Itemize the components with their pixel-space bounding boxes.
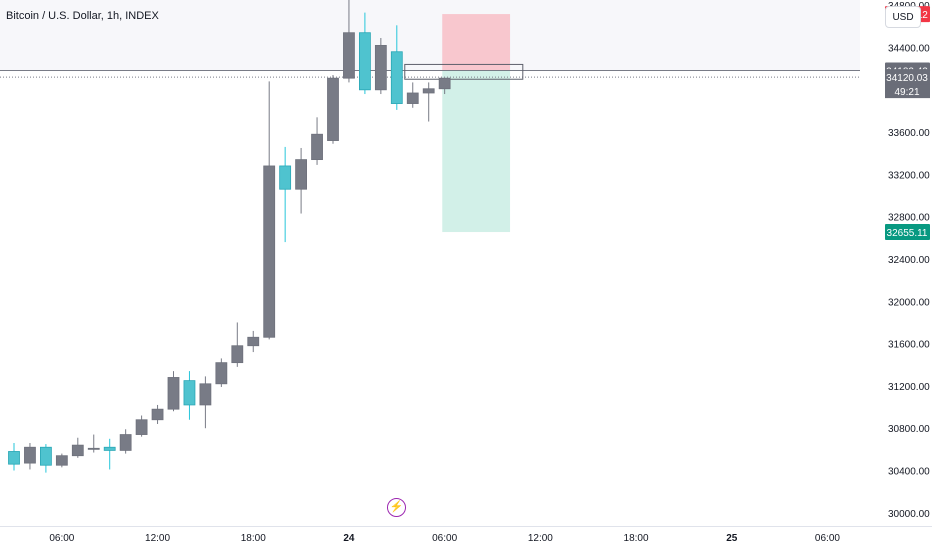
rectangle-drawing xyxy=(404,63,524,80)
currency-button[interactable]: USD xyxy=(885,6,921,28)
candle-body xyxy=(135,419,148,435)
candle-body xyxy=(215,362,228,385)
stop-loss-zone xyxy=(442,14,511,71)
candle xyxy=(103,438,116,470)
x-tick-label: 12:00 xyxy=(528,533,553,544)
candle xyxy=(311,117,323,165)
y-tick-label: 31600.00 xyxy=(888,340,930,351)
candle xyxy=(167,371,180,412)
candle xyxy=(422,82,435,122)
candle-body xyxy=(231,345,244,364)
candle-body xyxy=(55,455,68,466)
y-tick-label: 32000.00 xyxy=(888,297,930,308)
y-tick-label: 30000.00 xyxy=(888,509,930,520)
x-tick-label: 24 xyxy=(343,533,355,544)
candle xyxy=(231,322,244,367)
candle-body xyxy=(327,77,339,141)
candle xyxy=(183,371,196,420)
candle-body xyxy=(374,44,387,91)
candle-body xyxy=(390,51,403,104)
candle xyxy=(406,82,419,108)
candle-body xyxy=(311,133,323,161)
candle xyxy=(119,429,132,454)
x-tick-label: 06:00 xyxy=(49,533,74,544)
candle xyxy=(87,434,100,453)
price-marker xyxy=(885,224,930,241)
candle xyxy=(55,453,68,468)
lightning-icon[interactable]: ⚡ xyxy=(387,498,406,517)
candle-body xyxy=(422,88,435,94)
candle-body xyxy=(167,377,180,410)
y-tick-label: 34400.00 xyxy=(888,44,930,55)
candle-body xyxy=(406,92,419,104)
candle-body xyxy=(438,77,451,90)
candle xyxy=(343,0,355,83)
take-profit-zone xyxy=(442,70,511,233)
x-tick-label: 18:00 xyxy=(624,533,649,544)
candle xyxy=(199,376,212,429)
candle-body xyxy=(263,165,276,338)
candle xyxy=(295,147,308,214)
candle-body xyxy=(40,446,52,466)
candle-body xyxy=(151,408,164,421)
candle xyxy=(279,146,292,243)
y-tick-label: 30800.00 xyxy=(888,424,930,435)
candle xyxy=(71,437,84,458)
x-tick-label: 06:00 xyxy=(815,533,840,544)
candle xyxy=(390,25,403,110)
candle-body xyxy=(8,451,20,465)
y-tick-label: 30400.00 xyxy=(888,467,930,478)
countdown-label: 49:21 xyxy=(894,87,919,98)
countdown-box xyxy=(885,84,930,99)
x-tick-label: 06:00 xyxy=(432,533,457,544)
candle-body xyxy=(87,447,100,450)
candle xyxy=(135,415,148,437)
candle-body xyxy=(24,446,36,464)
candle xyxy=(24,443,36,470)
candle xyxy=(40,444,52,473)
candle-body xyxy=(183,380,196,406)
candle xyxy=(327,75,339,144)
price-marker-label: 32655.11 xyxy=(887,228,928,239)
candle xyxy=(215,358,228,387)
candle-body xyxy=(295,159,308,190)
y-tick-label: 32800.00 xyxy=(888,213,930,224)
shaded-region xyxy=(0,0,860,71)
candle xyxy=(358,12,371,95)
candle xyxy=(263,81,276,340)
candle xyxy=(247,330,260,353)
candle xyxy=(438,77,451,95)
price-marker xyxy=(885,69,930,86)
candle-body xyxy=(343,32,355,79)
candle-body xyxy=(247,336,260,347)
candle-body xyxy=(119,434,132,451)
y-tick-label: 33600.00 xyxy=(888,128,930,139)
y-tick-label: 32400.00 xyxy=(888,255,930,266)
candle-body xyxy=(103,446,116,451)
candle xyxy=(151,404,164,424)
y-tick-label: 33200.00 xyxy=(888,170,930,181)
x-tick-label: 12:00 xyxy=(145,533,170,544)
price-marker-label: 34120.03 xyxy=(886,73,928,84)
x-tick-label: 25 xyxy=(726,533,738,544)
candle-body xyxy=(279,165,292,190)
candle-body xyxy=(71,444,84,457)
x-tick-label: 18:00 xyxy=(241,533,266,544)
candle-body xyxy=(199,383,212,406)
candle-body xyxy=(358,32,371,91)
symbol-title: Bitcoin / U.S. Dollar, 1h, INDEX xyxy=(6,10,159,22)
candle xyxy=(8,443,20,471)
y-tick-label: 31200.00 xyxy=(888,382,930,393)
candle xyxy=(374,37,387,95)
